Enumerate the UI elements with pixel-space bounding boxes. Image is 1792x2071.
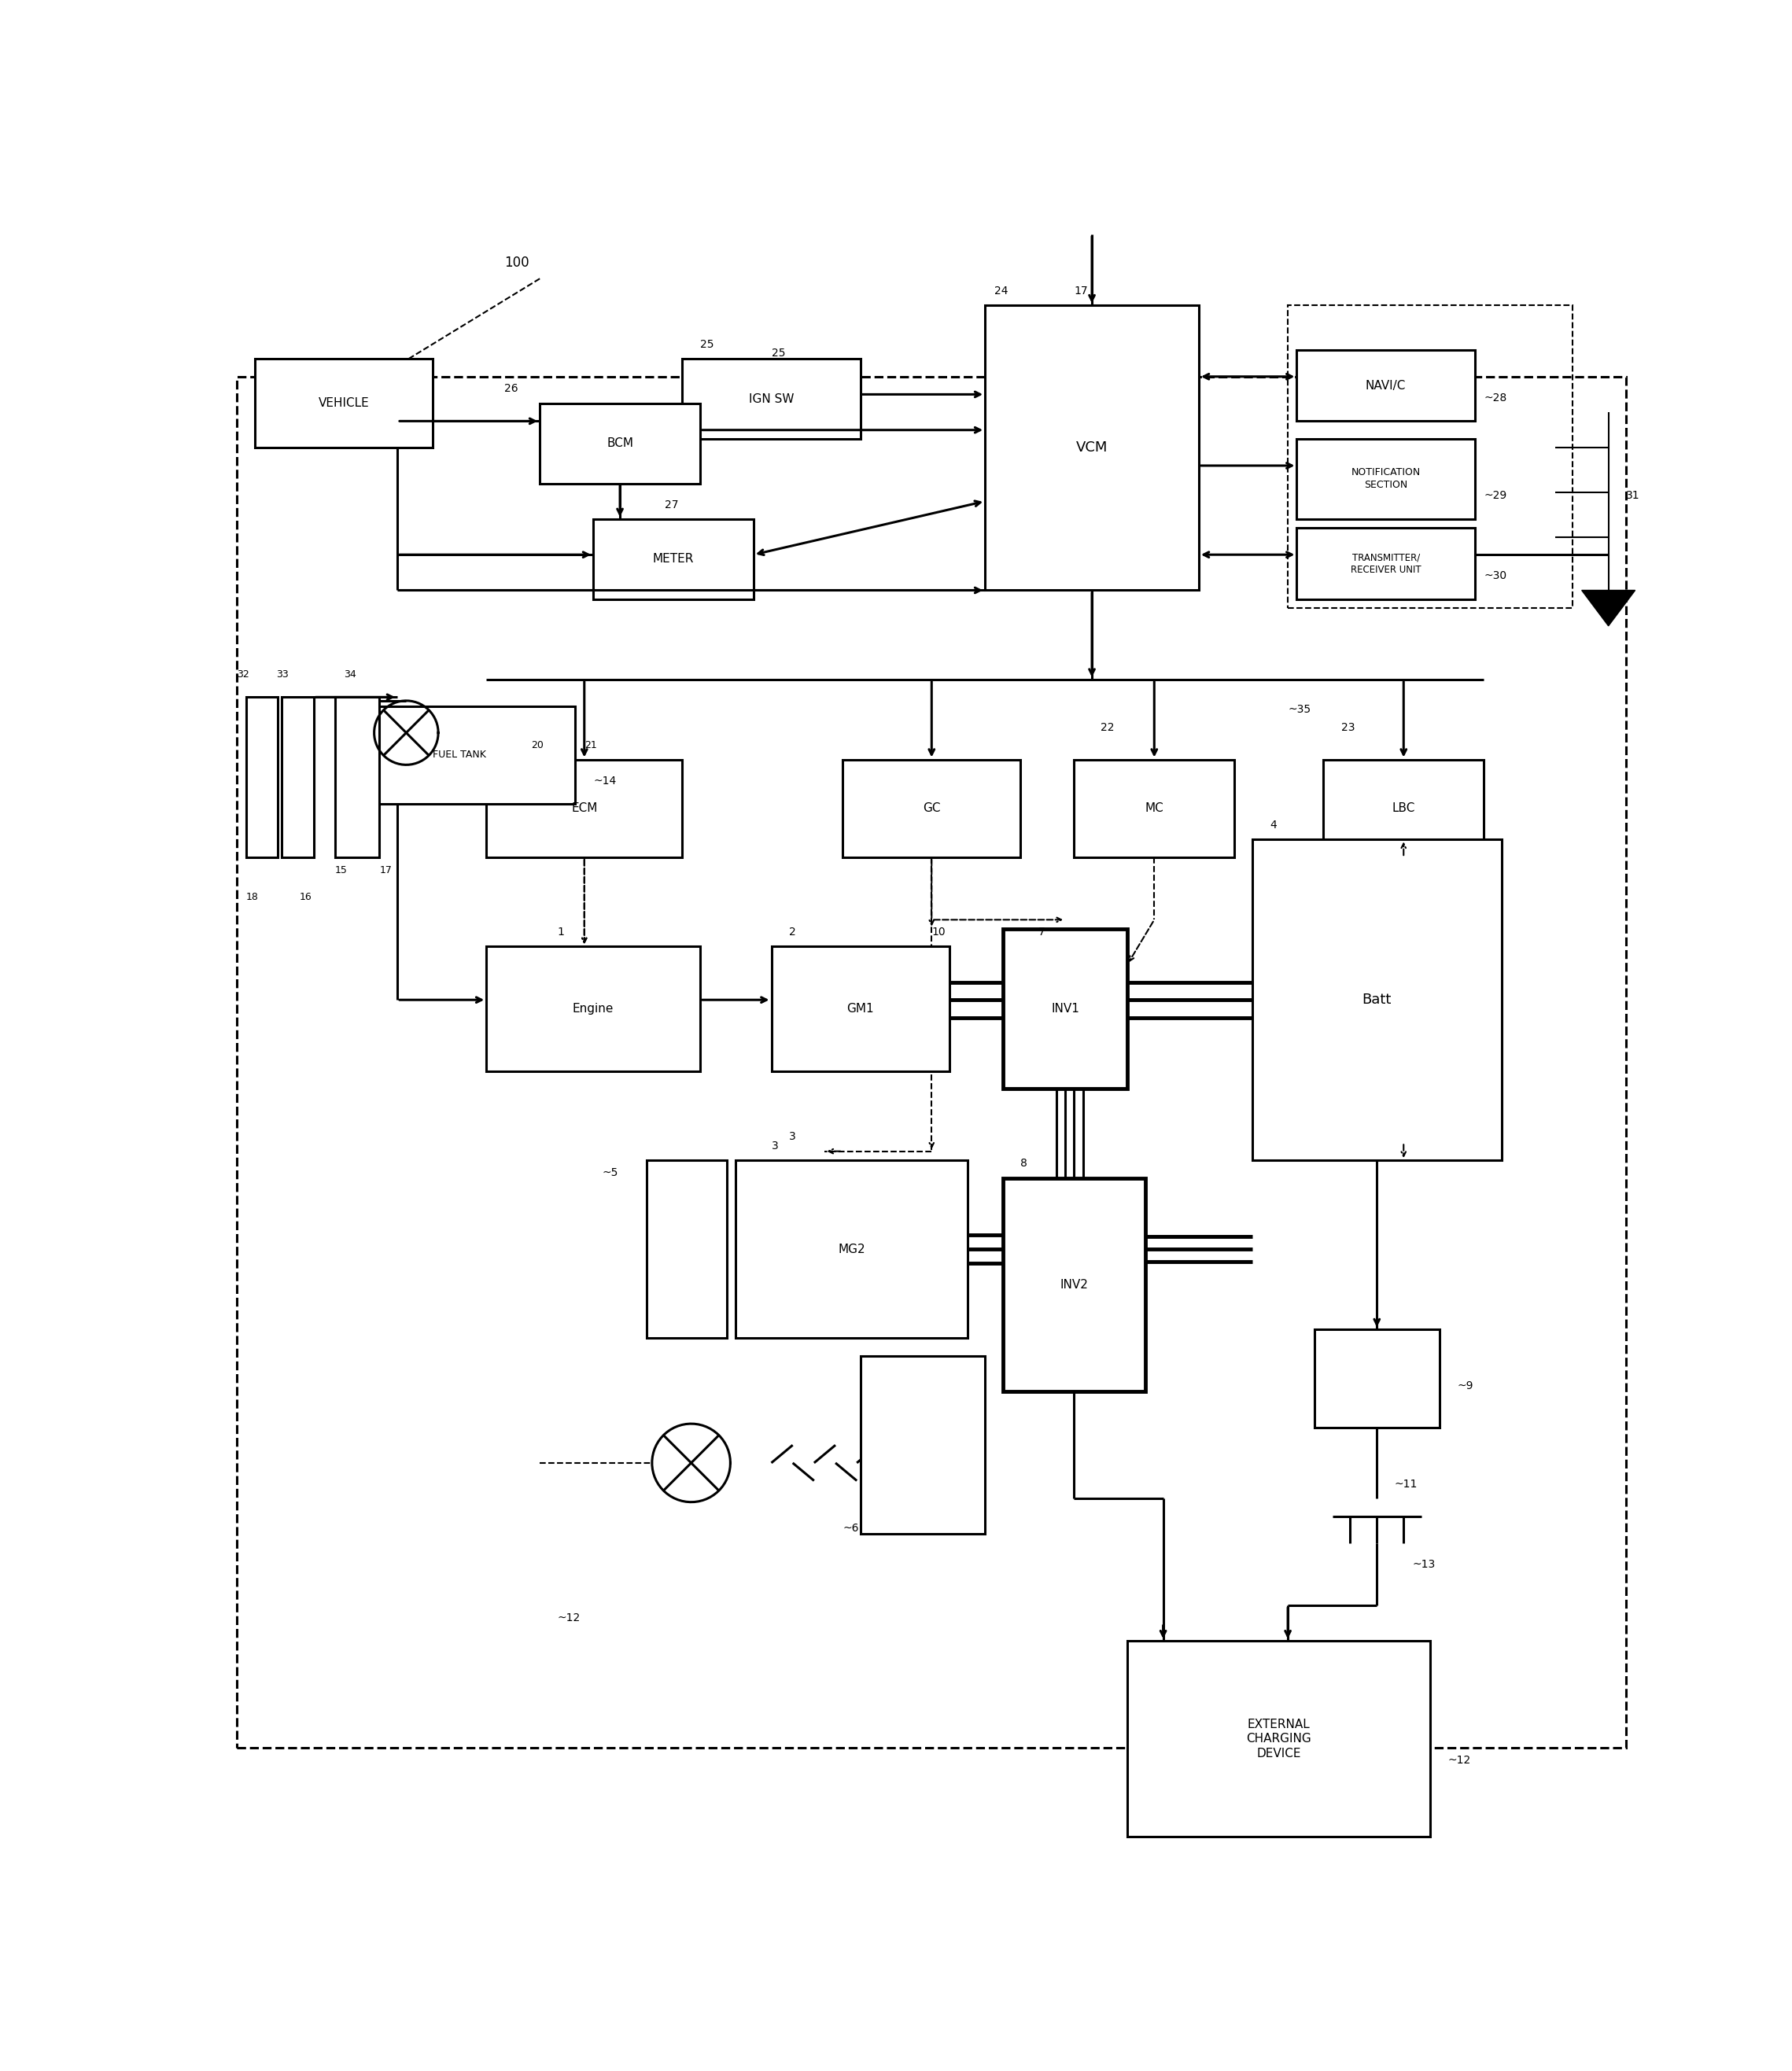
Text: 20: 20 xyxy=(530,739,543,750)
Text: 3: 3 xyxy=(788,1131,796,1143)
Bar xyxy=(842,760,1021,857)
Text: 22: 22 xyxy=(1100,723,1115,733)
Text: 7: 7 xyxy=(1039,926,1045,938)
Text: 17: 17 xyxy=(1073,286,1088,296)
Text: ~6: ~6 xyxy=(842,1522,858,1535)
Bar xyxy=(1073,760,1235,857)
Text: 18: 18 xyxy=(246,893,258,903)
Bar xyxy=(1004,928,1127,1089)
Bar xyxy=(1315,1330,1439,1427)
Text: 3: 3 xyxy=(771,1141,778,1151)
Bar xyxy=(539,404,701,483)
Text: ~12: ~12 xyxy=(1448,1754,1471,1767)
Bar xyxy=(1004,1178,1145,1392)
Bar xyxy=(737,1160,968,1338)
Text: 32: 32 xyxy=(237,669,249,679)
Bar xyxy=(254,358,434,447)
Text: ~35: ~35 xyxy=(1288,704,1310,714)
Text: EXTERNAL
CHARGING
DEVICE: EXTERNAL CHARGING DEVICE xyxy=(1247,1719,1312,1760)
Text: 34: 34 xyxy=(344,669,357,679)
Polygon shape xyxy=(1582,590,1634,625)
Text: MC: MC xyxy=(1145,804,1163,814)
Text: 31: 31 xyxy=(1627,491,1640,501)
Bar xyxy=(1324,760,1484,857)
Text: IGN SW: IGN SW xyxy=(749,393,794,404)
Text: ~30: ~30 xyxy=(1484,570,1507,582)
Text: 26: 26 xyxy=(504,383,518,393)
Bar xyxy=(683,358,860,439)
Text: BCM: BCM xyxy=(606,437,633,449)
Text: ~12: ~12 xyxy=(557,1611,581,1624)
Text: 16: 16 xyxy=(299,893,312,903)
Text: LBC: LBC xyxy=(1392,804,1416,814)
Text: 33: 33 xyxy=(276,669,289,679)
Text: INV2: INV2 xyxy=(1061,1280,1088,1290)
Text: ~13: ~13 xyxy=(1412,1559,1435,1570)
Text: GC: GC xyxy=(923,804,941,814)
Bar xyxy=(1297,350,1475,420)
Text: TRANSMITTER/
RECEIVER UNIT: TRANSMITTER/ RECEIVER UNIT xyxy=(1351,553,1421,576)
Text: VEHICLE: VEHICLE xyxy=(319,398,369,410)
Bar xyxy=(237,377,1627,1748)
Text: ~29: ~29 xyxy=(1484,491,1507,501)
Text: NAVI/C: NAVI/C xyxy=(1366,379,1407,391)
Text: FUEL TANK: FUEL TANK xyxy=(434,750,486,760)
Bar xyxy=(593,520,753,599)
Text: ~28: ~28 xyxy=(1484,391,1507,404)
Text: INV1: INV1 xyxy=(1052,1002,1079,1015)
Text: GM1: GM1 xyxy=(848,1002,874,1015)
Bar xyxy=(986,304,1199,590)
Bar xyxy=(1297,528,1475,599)
Text: 2: 2 xyxy=(788,926,796,938)
Text: ~14: ~14 xyxy=(593,775,616,787)
Bar xyxy=(771,946,950,1071)
Text: ECM: ECM xyxy=(572,804,597,814)
Text: 1: 1 xyxy=(557,926,564,938)
Text: METER: METER xyxy=(652,553,694,565)
Bar xyxy=(860,1357,986,1535)
Bar xyxy=(1127,1640,1430,1837)
Text: 27: 27 xyxy=(665,499,677,509)
Text: 23: 23 xyxy=(1340,723,1355,733)
Bar xyxy=(1253,839,1502,1160)
Bar xyxy=(344,706,575,804)
Bar xyxy=(1297,439,1475,520)
Text: 25: 25 xyxy=(701,340,713,350)
Text: 4: 4 xyxy=(1271,820,1278,830)
Text: 21: 21 xyxy=(584,739,597,750)
Text: NOTIFICATION
SECTION: NOTIFICATION SECTION xyxy=(1351,468,1421,491)
Bar xyxy=(1288,304,1573,609)
Text: ~9: ~9 xyxy=(1457,1381,1473,1392)
Text: MG2: MG2 xyxy=(839,1243,866,1255)
Bar xyxy=(486,946,701,1071)
Text: 100: 100 xyxy=(504,255,529,269)
Text: VCM: VCM xyxy=(1075,441,1107,456)
Bar xyxy=(281,698,314,857)
Text: Batt: Batt xyxy=(1362,992,1392,1007)
Text: 15: 15 xyxy=(335,866,348,876)
Text: 17: 17 xyxy=(380,866,392,876)
Text: ~5: ~5 xyxy=(602,1166,618,1178)
Bar xyxy=(486,760,683,857)
Text: 25: 25 xyxy=(771,348,785,358)
Text: ~11: ~11 xyxy=(1394,1479,1417,1489)
Bar xyxy=(647,1160,728,1338)
Text: 8: 8 xyxy=(1021,1158,1027,1168)
Text: 10: 10 xyxy=(932,926,946,938)
Text: Engine: Engine xyxy=(573,1002,615,1015)
Bar xyxy=(335,698,380,857)
Bar xyxy=(246,698,278,857)
Text: 24: 24 xyxy=(995,286,1007,296)
